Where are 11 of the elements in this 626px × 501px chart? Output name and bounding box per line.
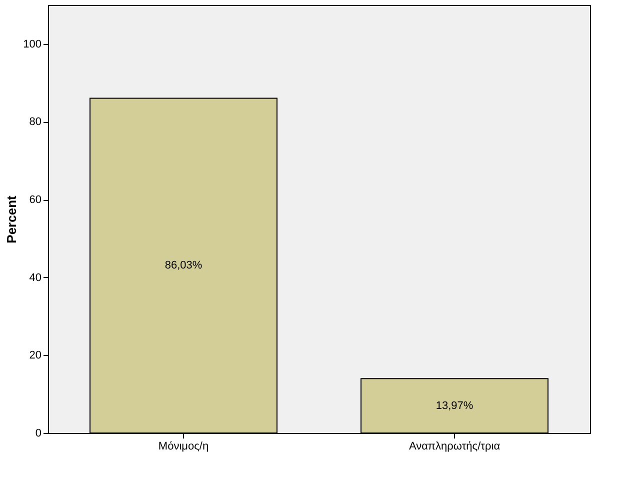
data-label: 13,97% xyxy=(436,400,474,412)
data-label: 86,03% xyxy=(164,260,202,272)
x-tick-label: Μόνιμος/η xyxy=(158,440,209,452)
y-tick-label: 100 xyxy=(23,38,42,50)
y-tick-label: 60 xyxy=(29,194,42,206)
y-axis-title: Percent xyxy=(4,194,20,244)
y-tick-label: 80 xyxy=(29,116,42,128)
y-tick-label: 20 xyxy=(29,350,42,362)
x-tick-label: Αναπληρωτής/τρια xyxy=(408,440,501,452)
y-tick-label: 40 xyxy=(29,272,42,284)
y-tick-label: 0 xyxy=(35,428,42,440)
